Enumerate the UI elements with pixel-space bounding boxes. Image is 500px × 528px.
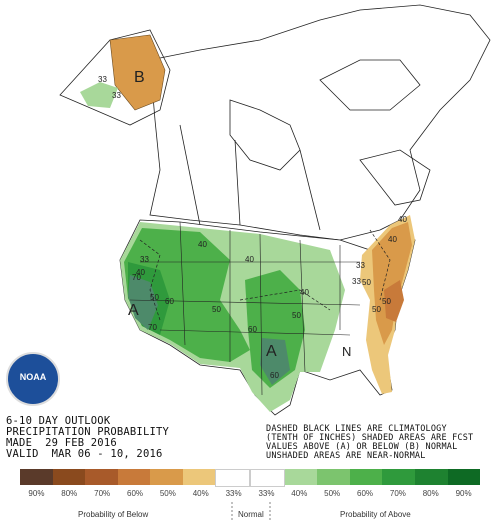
region-label-n: N — [342, 344, 351, 359]
legend-tick-label: 50% — [324, 489, 341, 498]
legend-normal-label: Normal — [238, 510, 264, 519]
svg-text:50: 50 — [150, 293, 159, 302]
legend-swatch — [117, 469, 151, 485]
svg-text:33: 33 — [140, 255, 149, 264]
svg-text:33: 33 — [112, 91, 121, 100]
region-label-a-west: A — [128, 302, 139, 319]
svg-text:50: 50 — [382, 297, 391, 306]
legend-labels: 90% 80% 70% 60% 50% 40% 33% 33% 40% 50% 60% 70% 80% 9… — [20, 489, 480, 498]
outlook-title: 6-10 DAY OUTLOOK PRECIPITATION PROBABILI… — [6, 416, 169, 460]
legend-tick-label: 90% — [455, 489, 472, 498]
legend-tick-label: 50% — [159, 489, 176, 498]
svg-text:40: 40 — [388, 235, 397, 244]
above-normal-shading — [120, 222, 345, 412]
legend-tick-label: 80% — [61, 489, 78, 498]
legend-swatch — [447, 469, 481, 485]
legend-swatch — [182, 469, 216, 485]
legend-swatch — [150, 469, 183, 485]
svg-text:60: 60 — [270, 371, 279, 380]
outlook-valid-range: VALID MAR 06 - 10, 2016 — [6, 448, 163, 460]
svg-text:40: 40 — [300, 288, 309, 297]
color-legend — [20, 469, 481, 487]
legend-swatch — [85, 469, 118, 485]
outlook-made-date: MADE 29 FEB 2016 — [6, 437, 117, 449]
legend-tick-label: 60% — [127, 489, 144, 498]
region-label-a-south: A — [266, 343, 277, 360]
legend-swatch — [284, 469, 318, 485]
svg-text:33: 33 — [98, 75, 107, 84]
legend-note-line4: UNSHADED AREAS ARE NEAR-NORMAL — [266, 451, 426, 461]
legend-above-label: Probability of Above — [340, 510, 411, 519]
legend-swatch — [52, 469, 86, 485]
svg-text:50: 50 — [372, 305, 381, 314]
legend-below-label: Probability of Below — [78, 510, 149, 519]
noaa-logo: NOAA — [6, 352, 60, 406]
svg-text:33: 33 — [352, 277, 361, 286]
legend-tick-label: 40% — [291, 489, 308, 498]
noaa-logo-text: NOAA — [19, 372, 47, 382]
svg-text:70: 70 — [132, 273, 141, 282]
legend-swatch — [250, 469, 285, 487]
alaska-shading — [80, 34, 166, 111]
legend-tick-label: 90% — [28, 489, 45, 498]
legend-swatch — [382, 469, 415, 485]
legend-swatch — [20, 469, 53, 485]
legend-note-line1: DASHED BLACK LINES ARE CLIMATOLOGY — [266, 424, 447, 434]
legend-swatch — [317, 469, 350, 485]
legend-note: DASHED BLACK LINES ARE CLIMATOLOGY (TENT… — [266, 425, 473, 461]
svg-text:40: 40 — [398, 215, 407, 224]
svg-text:60: 60 — [248, 325, 257, 334]
legend-swatch — [414, 469, 448, 485]
climatology-lines — [139, 229, 391, 321]
outlook-title-line2: PRECIPITATION PROBABILITY — [6, 426, 170, 438]
legend-tick-label: 70% — [94, 489, 111, 498]
svg-text:40: 40 — [245, 255, 254, 264]
legend-dividers — [231, 502, 271, 522]
outlook-map: A A B N 33 33 40 33 40 50 60 70 40 60 50 70 40… — [59, 4, 491, 416]
region-label-b-alaska: B — [134, 69, 145, 86]
svg-text:50: 50 — [292, 311, 301, 320]
legend-note-line3: VALUES ABOVE (A) OR BELOW (B) NORMAL — [266, 442, 458, 452]
svg-text:40: 40 — [198, 240, 207, 249]
below-normal-shading — [360, 215, 415, 394]
legend-tick-label: 33% — [225, 489, 242, 498]
svg-text:33: 33 — [356, 261, 365, 270]
legend-tick-label: 33% — [258, 489, 275, 498]
legend-tick-label: 70% — [389, 489, 406, 498]
legend-note-line2: (TENTH OF INCHES) SHADED AREAS ARE FCST — [266, 433, 474, 443]
legend-tick-label: 80% — [422, 489, 439, 498]
svg-text:60: 60 — [165, 297, 174, 306]
svg-text:50: 50 — [212, 305, 221, 314]
legend-tick-label: 60% — [357, 489, 374, 498]
legend-swatch — [215, 469, 251, 487]
svg-text:70: 70 — [148, 323, 157, 332]
outlook-title-line1: 6-10 DAY OUTLOOK — [6, 415, 111, 427]
legend-swatch — [349, 469, 383, 485]
svg-text:50: 50 — [362, 278, 371, 287]
svg-text:40: 40 — [136, 268, 145, 277]
legend-tick-label: 40% — [192, 489, 209, 498]
